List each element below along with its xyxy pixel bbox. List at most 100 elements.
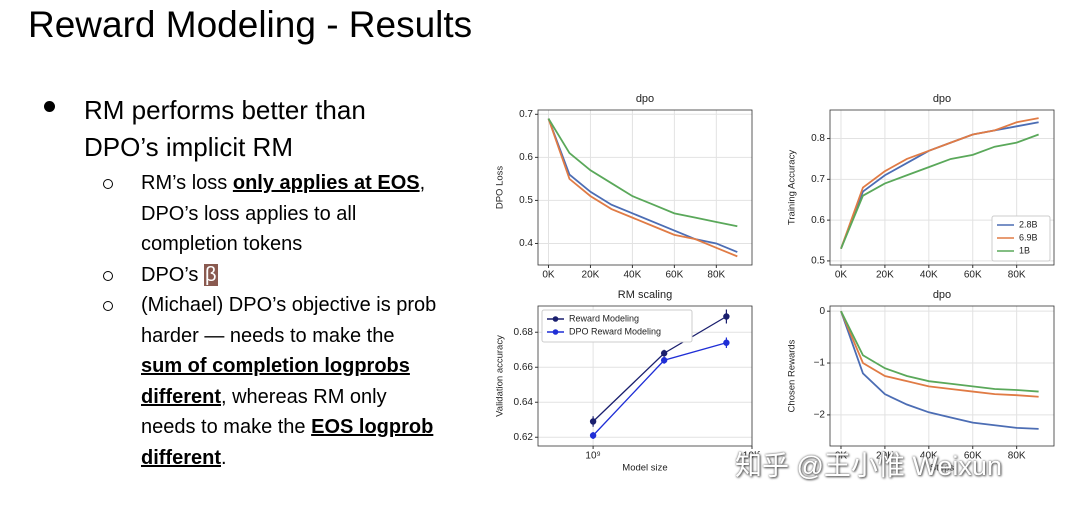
text: , <box>419 172 426 194</box>
x-tick-label: 10¹⁰ <box>743 451 760 462</box>
y-tick-label: 0 <box>819 306 825 317</box>
y-tick-label: 0.6 <box>811 215 825 226</box>
point <box>589 432 597 439</box>
text: needs to make the <box>141 416 312 438</box>
x-tick-label: 80K <box>707 270 725 281</box>
x-tick-label: 60K <box>964 270 982 281</box>
chart: dpo 0.5 0.6 0.7 0.8 0K 20K 40K 60K 80K Training Ac… <box>780 90 1062 285</box>
x-tick-label: 80K <box>1008 270 1026 281</box>
y-tick-label: 0.68 <box>514 327 534 338</box>
x-axis-label: Steps <box>930 463 955 474</box>
chart: RM scaling 0.62 0.64 0.66 0.68 10⁹ 10¹⁰ Validat… <box>488 286 760 476</box>
text: , whereas RM only <box>221 385 387 408</box>
x-tick-label: 60K <box>964 451 982 462</box>
point <box>723 339 730 346</box>
y-tick-label: 0.5 <box>519 195 533 206</box>
chart-title: dpo <box>933 93 951 105</box>
plot-frame <box>829 305 1055 447</box>
x-tick-label: 40K <box>920 270 938 281</box>
x-tick-label: 60K <box>665 270 683 281</box>
point <box>660 350 668 357</box>
x-axis-label: Model size <box>622 463 667 474</box>
emphasis: only applies at EOS <box>232 172 420 194</box>
y-tick-label: 0.64 <box>514 397 534 408</box>
emphasis: EOS logprob <box>311 416 434 438</box>
text: DPO’s <box>141 263 204 286</box>
x-tick-label: 10⁹ <box>585 451 600 462</box>
y-tick-label: −2 <box>814 410 826 421</box>
y-tick-label: 0.8 <box>811 133 825 144</box>
series-line <box>840 310 1039 430</box>
x-tick-label: 0K <box>542 270 555 281</box>
text: DPO’s loss applies to all <box>141 202 357 225</box>
series-line <box>840 310 1039 393</box>
text: harder — needs to make the <box>141 324 395 347</box>
text: . <box>221 446 227 469</box>
y-tick-label: 0.6 <box>519 152 533 163</box>
y-tick-label: 0.4 <box>519 238 533 249</box>
subbullets: RM’s loss only applies at EOS, DPO’s los… <box>103 168 437 473</box>
x-tick-label: 80K <box>1008 451 1026 462</box>
bullet-ring <box>103 301 113 311</box>
bullet-line: RM performs better than <box>84 95 366 125</box>
chart: dpo 0 −1 −2 0K 20K 40K 60K 80K Chosen Rewards Step… <box>780 286 1062 476</box>
y-tick-label: 0.66 <box>514 362 534 373</box>
symbol: β <box>203 263 218 286</box>
point <box>589 418 597 425</box>
text: (Michael) DPO’s objective is prob <box>141 294 437 316</box>
text: RM’s loss <box>141 172 233 194</box>
y-axis-label: Training Accuracy <box>787 150 798 225</box>
series-line <box>547 118 738 228</box>
point <box>723 313 730 320</box>
y-axis-label: DPO Loss <box>495 166 506 210</box>
x-tick-label: 0K <box>835 451 848 462</box>
point <box>660 357 668 364</box>
series-line <box>547 118 738 258</box>
legend-marker <box>552 329 559 335</box>
chart-title: RM scaling <box>618 289 672 301</box>
legend-label: 6.9B <box>1019 232 1038 242</box>
x-tick-label: 20K <box>582 270 600 281</box>
chart-title: dpo <box>933 289 951 301</box>
chart: dpo 0.4 0.5 0.6 0.7 0K 20K 40K 60K 80K DPO Loss <box>488 90 760 285</box>
x-tick-label: 40K <box>624 270 642 281</box>
legend-label: Reward Modeling <box>569 313 639 323</box>
emphasis: different <box>141 385 221 408</box>
slide-title: Reward Modeling - Results <box>28 4 473 45</box>
legend <box>541 309 693 343</box>
y-tick-label: 0.7 <box>811 174 825 185</box>
legend-label: 2.8B <box>1019 219 1038 229</box>
legend-label: DPO Reward Modeling <box>569 326 661 336</box>
bullet-ring <box>103 270 113 281</box>
emphasis: sum of completion logprobs <box>141 355 410 377</box>
legend-marker <box>552 316 559 322</box>
series-line <box>840 310 1039 398</box>
series-line <box>840 117 1039 249</box>
subbullet: (Michael) DPO’s objective is prob harder… <box>103 290 437 473</box>
y-tick-label: 0.7 <box>519 109 533 120</box>
series-line <box>840 133 1039 250</box>
x-tick-label: 40K <box>920 451 938 462</box>
emphasis: different <box>141 446 221 469</box>
y-tick-label: 0.62 <box>514 432 534 443</box>
x-tick-label: 20K <box>876 270 894 281</box>
legend <box>991 215 1051 262</box>
y-tick-label: 0.5 <box>811 256 825 267</box>
bullet-line: DPO’s implicit RM <box>84 132 293 162</box>
x-tick-label: 20K <box>876 451 894 462</box>
watermark: 知乎 @王小惟 Weixun <box>735 451 1002 481</box>
bullet-ring <box>103 179 113 189</box>
y-axis-label: Validation accuracy <box>495 335 506 417</box>
text: completion tokens <box>141 233 303 255</box>
subbullet: DPO’s β <box>103 260 436 291</box>
plot-frame <box>537 109 753 266</box>
x-tick-label: 0K <box>835 270 848 281</box>
bullet-dot <box>44 101 55 112</box>
subbullet: RM’s loss only applies at EOS, DPO’s los… <box>103 168 436 260</box>
plot-frame <box>829 109 1055 266</box>
chart-title: dpo <box>636 93 654 105</box>
plot-frame <box>537 305 753 447</box>
series-line <box>547 118 738 253</box>
y-axis-label: Chosen Rewards <box>787 339 798 412</box>
